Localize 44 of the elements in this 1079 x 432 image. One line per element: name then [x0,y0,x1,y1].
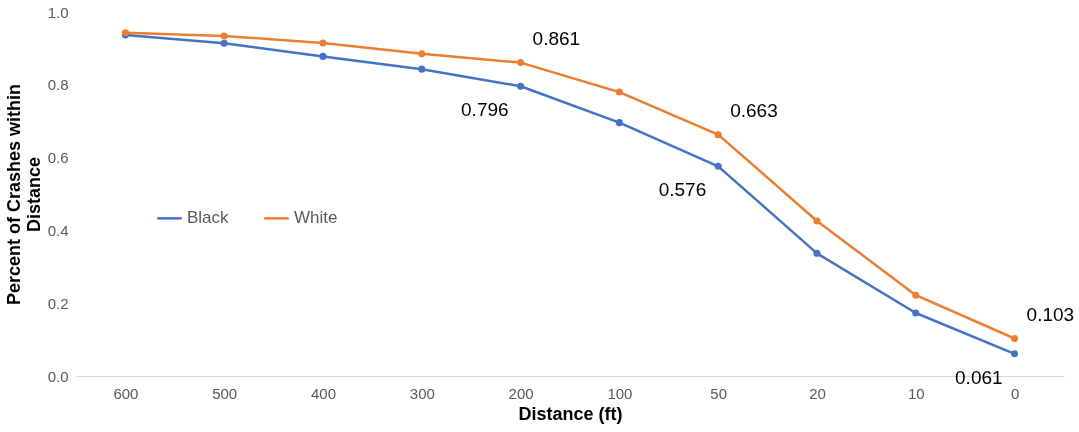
y-tick-label: 0.0 [47,367,69,385]
point [912,291,920,299]
x-tick-label: 400 [310,384,337,402]
legend-label: White [294,208,338,228]
x-tick-label: 200 [508,384,534,402]
y-tick-label: 0.8 [47,76,69,94]
data-label: 0.103 [1026,303,1075,325]
point [220,32,228,40]
x-tick-label: 0 [1010,384,1020,402]
point [418,50,426,58]
x-tick-label: 50 [710,384,728,402]
data-label: 0.796 [461,99,509,121]
point [615,119,623,127]
x-tick-label: 300 [409,384,435,402]
point [813,217,821,225]
point [319,52,327,60]
point [220,39,228,47]
legend-label: Black [187,208,230,228]
data-label: 0.663 [730,99,778,121]
point [517,59,525,67]
point [813,249,821,257]
y-tick-label: 0.2 [47,294,69,312]
x-tick-label: 500 [212,384,238,402]
data-label: 0.861 [532,27,581,49]
point [714,162,722,170]
x-tick-label: 100 [607,384,633,402]
x-tick-label: 10 [907,384,925,402]
x-tick-label: 20 [809,384,826,402]
x-axis-title: Distance (ft) [518,403,623,424]
point [1011,334,1019,343]
y-tick-label: 0.4 [47,221,69,239]
data-label: 0.576 [658,179,707,201]
data-label: 0.061 [955,366,1003,388]
point [319,39,327,47]
y-tick-label: 0.6 [47,149,69,167]
y-tick-label: 1.0 [47,3,69,21]
point [418,65,426,73]
point [517,82,525,90]
point [714,131,722,139]
point [615,88,623,96]
x-tick-label: 600 [113,384,139,402]
point [912,309,920,317]
y-axis-title: Percent of Crashes within Distance [3,83,44,306]
point [1011,350,1019,358]
